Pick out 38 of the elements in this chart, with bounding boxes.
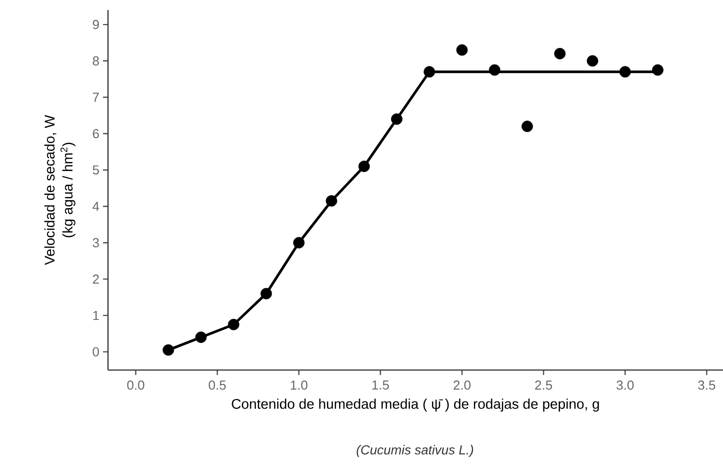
- y-tick-label: 7: [92, 92, 99, 102]
- point: [522, 120, 533, 132]
- point: [260, 288, 272, 300]
- x-axis-title: Contenido de humedad media ( ψ̄ ) de rodajas de pepino, g: [232, 398, 599, 412]
- text: (Cucumis sativus L.): [356, 444, 474, 458]
- y-tick-label: 1: [93, 310, 99, 320]
- point: [619, 66, 631, 78]
- y-tick-label: 9: [92, 20, 99, 30]
- point: [293, 237, 305, 248]
- y-tick-label: 4: [92, 202, 100, 211]
- x-tick-label: 3.0: [616, 380, 634, 390]
- text: Velocidad de secado, W: [44, 114, 56, 266]
- x-tick-label: 0.5: [208, 380, 226, 390]
- x-tick-label: 2.5: [535, 380, 552, 390]
- point: [652, 64, 664, 76]
- point: [456, 44, 468, 56]
- point: [488, 64, 500, 76]
- text: (kg agua / hm$^{2}$): [60, 142, 76, 238]
- y-tick-label: 8: [92, 56, 99, 66]
- y-tick-label: 0: [92, 347, 99, 356]
- point: [391, 113, 402, 125]
- x-tick-label: 1.5: [372, 380, 389, 390]
- point: [586, 55, 598, 67]
- y-tick-label: 5: [92, 165, 99, 175]
- y-tick-label: 2: [92, 274, 99, 284]
- point: [424, 66, 436, 78]
- x-tick-label: 1.0: [290, 380, 308, 390]
- y-tick-label: 3: [92, 238, 99, 248]
- x-tick-label: 0.0: [127, 380, 144, 390]
- point: [358, 160, 370, 172]
- point: [326, 195, 338, 207]
- y-tick-label: 6: [92, 129, 99, 138]
- point: [195, 332, 207, 343]
- x-tick-label: 3.5: [698, 380, 716, 390]
- point: [228, 318, 240, 330]
- x-tick-label: 2.0: [454, 380, 471, 390]
- point: [554, 48, 566, 60]
- point: [162, 344, 174, 356]
